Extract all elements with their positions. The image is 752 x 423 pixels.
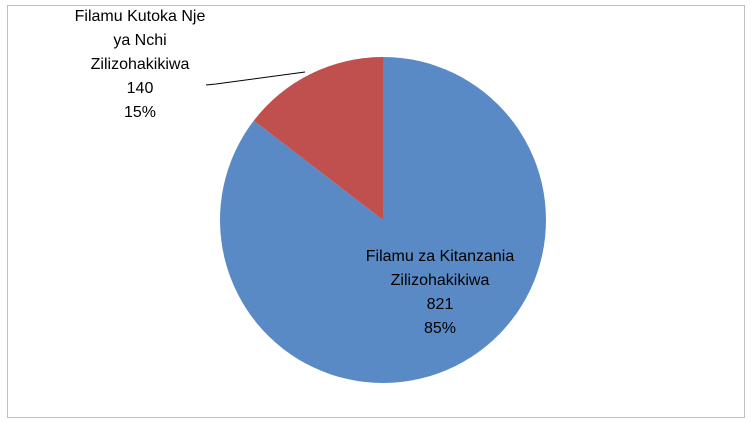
data-label-box: Filamu za Kitanzania Zilizohakikiwa 821 85… [365,245,515,341]
leader-line [205,71,306,86]
pie-slice [219,57,546,384]
pie-slice [253,57,383,220]
slice-name: Filamu Kutoka Nje ya Nchi Zilizohakikiwa [74,8,206,73]
slice-value: 821 [426,296,454,313]
data-label: Filamu Kutoka Nje ya Nchi Zilizohakikiwa… [65,5,215,125]
slice-name: Filamu za Kitanzania Zilizohakikiwa [365,248,515,289]
slice-percent: 85% [423,320,457,337]
data-label-box: Filamu Kutoka Nje ya Nchi Zilizohakikiwa… [65,5,215,125]
slice-percent: 15% [123,104,157,121]
data-label: Filamu za Kitanzania Zilizohakikiwa 821 85… [365,245,515,341]
slice-value: 140 [126,80,154,97]
